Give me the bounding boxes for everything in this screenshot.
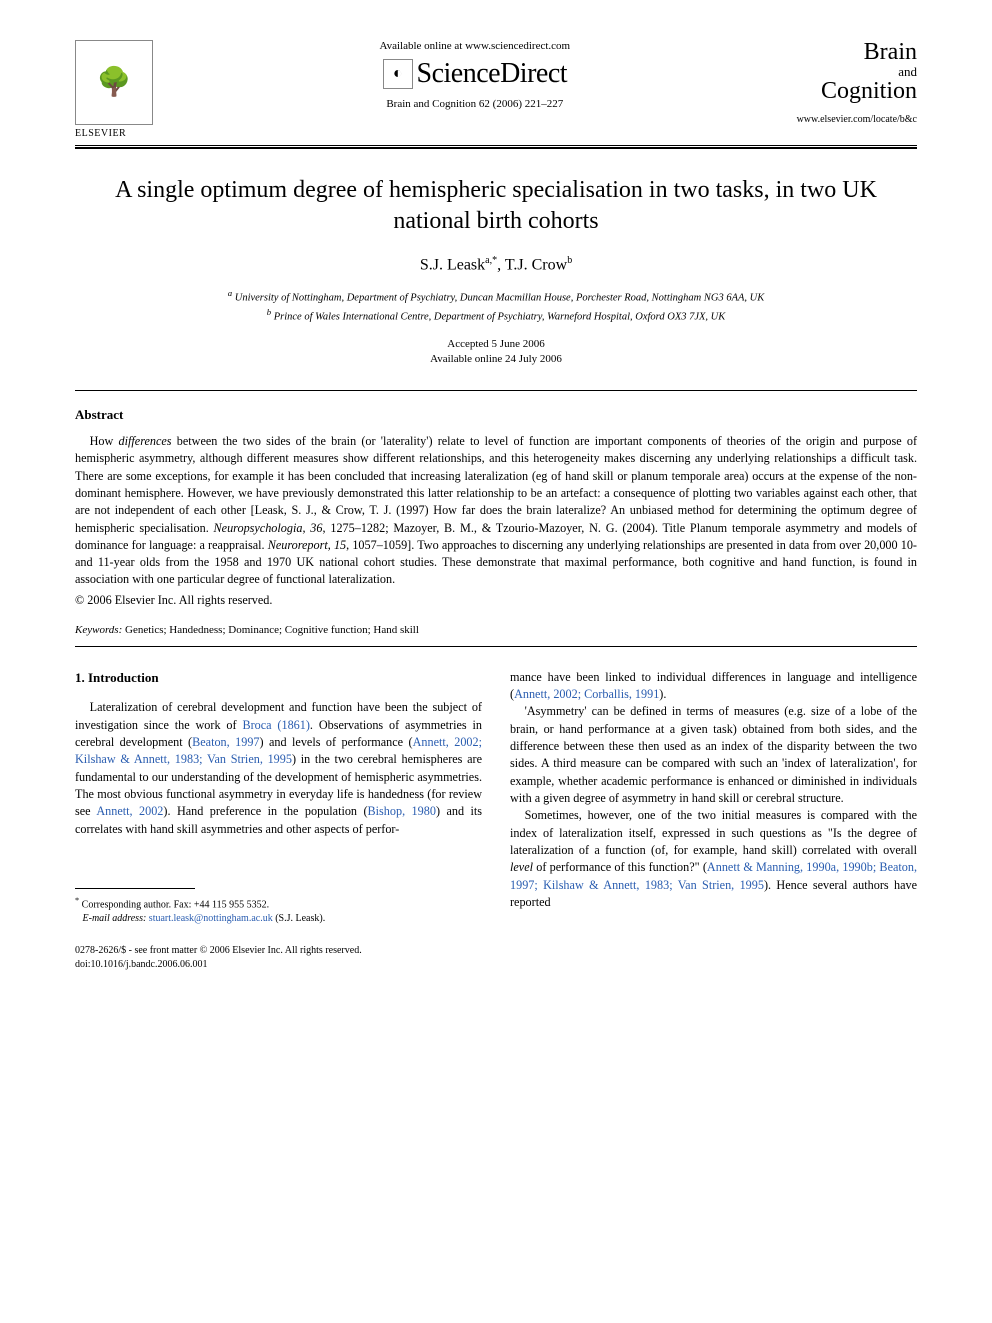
r-para-2: 'Asymmetry' can be defined in terms of m… [510, 703, 917, 807]
email-link[interactable]: stuart.leask@nottingham.ac.uk [149, 913, 273, 924]
center-header: Available online at www.sciencedirect.co… [153, 40, 797, 110]
header-rule-thin [75, 145, 917, 146]
sciencedirect-logo: ◐ ScienceDirect [163, 58, 787, 90]
r3b: of performance of this function?" ( [533, 860, 707, 874]
email-label: E-mail address: [83, 913, 147, 924]
journal-reference: Brain and Cognition 62 (2006) 221–227 [163, 98, 787, 110]
footer-line2: doi:10.1016/j.bandc.2006.06.001 [75, 958, 917, 972]
corresponding-author: * Corresponding author. Fax: +44 115 955… [75, 895, 482, 912]
author-2-sup: b [567, 255, 572, 266]
footnote-rule [75, 888, 195, 889]
footer: 0278-2626/$ - see front matter © 2006 El… [75, 944, 917, 971]
header-rule-thick [75, 147, 917, 149]
footnote-block: * Corresponding author. Fax: +44 115 955… [75, 895, 482, 926]
left-column: 1. Introduction Lateralization of cerebr… [75, 669, 482, 926]
r-para-1: mance have been linked to individual dif… [510, 669, 917, 704]
author-1-sup: a,* [485, 255, 497, 266]
author-1: S.J. Leask [420, 257, 485, 274]
affiliation-b-text: Prince of Wales International Centre, De… [274, 311, 726, 322]
abstract-body: How differences between the two sides of… [75, 433, 917, 589]
abstract-journal2: Neuroreport, 15 [268, 538, 346, 552]
affiliations: a University of Nottingham, Department o… [75, 287, 917, 325]
article-dates: Accepted 5 June 2006 Available online 24… [75, 337, 917, 368]
abstract-emph: differences [119, 434, 172, 448]
affiliation-b: b Prince of Wales International Centre, … [75, 306, 917, 325]
elsevier-tree-icon: 🌳 [97, 69, 132, 97]
journal-logo-line2: Cognition [821, 78, 917, 104]
journal-logo: Brain and Cognition [797, 40, 917, 104]
right-column: mance have been linked to individual dif… [510, 669, 917, 926]
l1c: ) and levels of performance ( [260, 735, 413, 749]
r3em: level [510, 860, 533, 874]
journal-logo-and: and [797, 65, 917, 79]
l1e: ). Hand preference in the population ( [163, 804, 367, 818]
abstract-top-rule [75, 390, 917, 391]
affiliation-a-text: University of Nottingham, Department of … [235, 292, 765, 303]
elsevier-block: 🌳 ELSEVIER [75, 40, 153, 139]
elsevier-label: ELSEVIER [75, 128, 153, 139]
author-2: T.J. Crow [505, 257, 567, 274]
authors: S.J. Leaska,*, T.J. Crowb [75, 255, 917, 274]
cite-beaton[interactable]: Beaton, 1997 [192, 735, 259, 749]
intro-heading: 1. Introduction [75, 669, 482, 687]
journal-logo-line1: Brain [864, 39, 917, 65]
keywords-text: Genetics; Handedness; Dominance; Cogniti… [125, 624, 419, 636]
keywords: Keywords: Genetics; Handedness; Dominanc… [75, 624, 917, 636]
sciencedirect-text: ScienceDirect [417, 58, 568, 90]
affiliation-a: a University of Nottingham, Department o… [75, 287, 917, 306]
date-accepted: Accepted 5 June 2006 [75, 337, 917, 352]
header-row: 🌳 ELSEVIER Available online at www.scien… [75, 40, 917, 139]
email-line: E-mail address: stuart.leask@nottingham.… [75, 912, 482, 926]
abstract-bottom-rule [75, 646, 917, 647]
sciencedirect-icon: ◐ [383, 59, 413, 89]
date-online: Available online 24 July 2006 [75, 352, 917, 367]
intro-para-left: Lateralization of cerebral development a… [75, 699, 482, 838]
cite-annett-corballis[interactable]: Annett, 2002; Corballis, 1991 [514, 687, 659, 701]
available-online-text: Available online at www.sciencedirect.co… [163, 40, 787, 52]
r1b: ). [659, 687, 666, 701]
email-tail: (S.J. Leask). [275, 913, 325, 924]
abstract-post: between the two sides of the brain (or '… [75, 434, 917, 535]
journal-logo-block: Brain and Cognition www.elsevier.com/loc… [797, 40, 917, 125]
elsevier-logo: 🌳 [75, 40, 153, 125]
abstract-journal1: Neuropsychologia, 36 [214, 521, 323, 535]
abstract-heading: Abstract [75, 407, 917, 423]
abstract-copyright: © 2006 Elsevier Inc. All rights reserved… [75, 593, 917, 608]
cite-broca[interactable]: Broca (1861) [242, 718, 309, 732]
r3a: Sometimes, however, one of the two initi… [510, 808, 917, 857]
corr-text: Corresponding author. Fax: +44 115 955 5… [82, 899, 269, 910]
cite-bishop[interactable]: Bishop, 1980 [368, 804, 436, 818]
keywords-label: Keywords: [75, 624, 122, 636]
article-title: A single optimum degree of hemispheric s… [75, 175, 917, 237]
abstract-pre: How [90, 434, 119, 448]
footer-line1: 0278-2626/$ - see front matter © 2006 El… [75, 944, 917, 958]
two-column-body: 1. Introduction Lateralization of cerebr… [75, 669, 917, 926]
locate-url: www.elsevier.com/locate/b&c [797, 114, 917, 125]
r-para-3: Sometimes, however, one of the two initi… [510, 807, 917, 911]
cite-annett2002[interactable]: Annett, 2002 [96, 804, 163, 818]
